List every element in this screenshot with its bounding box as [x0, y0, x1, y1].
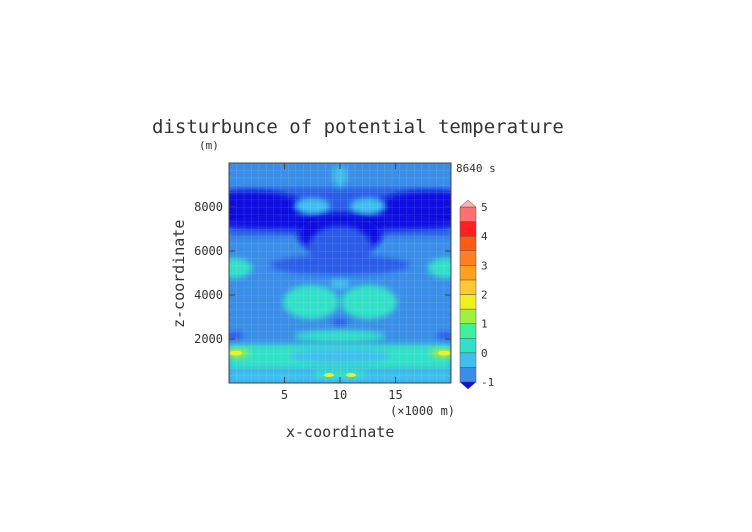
colorbar-segment	[459, 338, 477, 354]
colorbar-max-arrow	[459, 199, 477, 208]
time-label: 8640 s	[456, 162, 496, 175]
x-axis-title: x-coordinate	[286, 423, 394, 441]
colorbar-segment	[459, 279, 477, 295]
colorbar-segment	[459, 352, 477, 368]
x-tick-label: 15	[388, 388, 402, 402]
y-tick-label: 2000	[194, 332, 223, 346]
colorbar-segment	[459, 221, 477, 237]
plot-area	[229, 163, 451, 383]
y-axis: 2000 4000 6000 8000	[194, 200, 451, 346]
colorbar-segment	[459, 250, 477, 266]
colorbar-segment	[459, 367, 477, 383]
x-axis: 5 10 15	[281, 163, 403, 402]
colorbar-min-arrow	[459, 381, 477, 390]
y-axis-title: z-coordinate	[170, 220, 188, 328]
colorbar-segment	[459, 206, 477, 222]
colorbar-segment	[459, 265, 477, 281]
y-unit-label: (m)	[199, 139, 219, 152]
colorbar: -1 0 1 2 3 4 5	[459, 199, 494, 390]
colorbar-label: -1	[481, 376, 494, 389]
x-tick-label: 5	[281, 388, 288, 402]
y-tick-label: 4000	[194, 288, 223, 302]
colorbar-label: 3	[481, 259, 488, 272]
colorbar-label: 2	[481, 289, 488, 302]
colorbar-label: 5	[481, 201, 488, 214]
colorbar-segment	[459, 308, 477, 324]
x-tick-label: 10	[333, 388, 347, 402]
y-tick-label: 6000	[194, 244, 223, 258]
x-unit-label: (×1000 m)	[390, 404, 455, 418]
colorbar-segment	[459, 235, 477, 252]
colorbar-label: 1	[481, 318, 488, 331]
gridlines	[229, 163, 451, 383]
chart-title: disturbunce of potential temperature	[152, 116, 564, 138]
colorbar-label: 0	[481, 347, 488, 360]
colorbar-segment	[459, 294, 477, 310]
colorbar-label: 4	[481, 230, 488, 243]
colorbar-segment	[459, 323, 477, 339]
y-tick-label: 8000	[194, 200, 223, 214]
